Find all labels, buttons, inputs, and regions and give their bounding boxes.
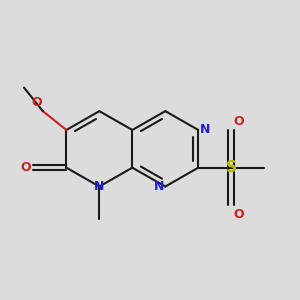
Text: O: O bbox=[31, 96, 42, 109]
Text: O: O bbox=[20, 161, 31, 174]
Text: N: N bbox=[200, 124, 210, 136]
Text: S: S bbox=[226, 160, 237, 175]
Text: N: N bbox=[154, 180, 164, 193]
Text: N: N bbox=[94, 180, 104, 193]
Text: O: O bbox=[234, 208, 244, 221]
Text: O: O bbox=[234, 115, 244, 128]
